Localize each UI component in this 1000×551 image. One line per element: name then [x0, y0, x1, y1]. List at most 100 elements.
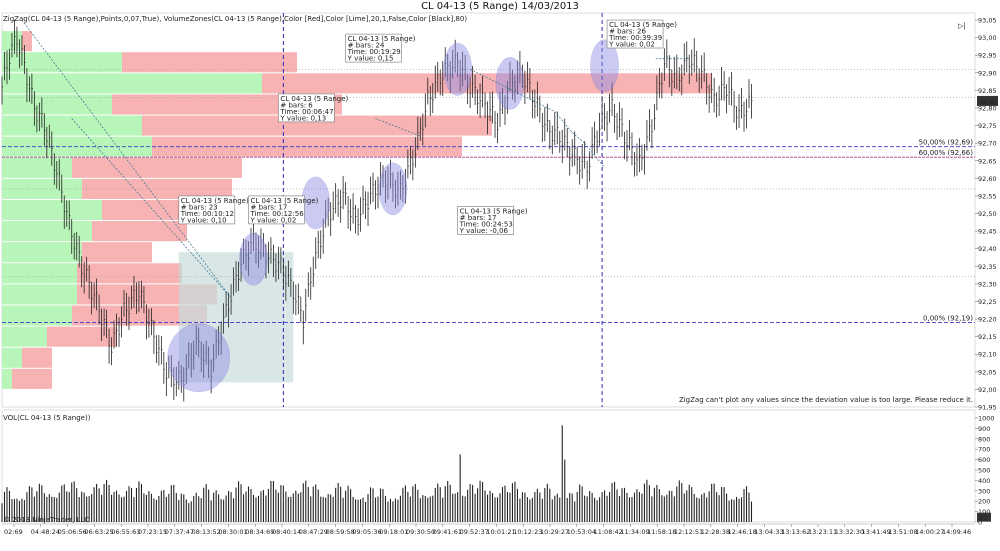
time-axis-label: 09:52:37	[460, 528, 489, 536]
price-axis-label: 92,00	[978, 386, 997, 394]
measure-box-frame	[248, 195, 305, 225]
measure-text: # bars: 6	[280, 101, 313, 109]
price-axis-label: 93,05	[978, 17, 997, 25]
price-axis-label: 92,65	[978, 157, 997, 165]
time-axis-label: 13:13:62	[781, 528, 810, 536]
volume-zone-sell-5	[152, 136, 462, 157]
fib-label-1: 60,00% (92,66)	[919, 149, 974, 157]
volume-axis-label: 800	[978, 435, 990, 443]
price-axis-label: 92,85	[978, 87, 997, 95]
measure-text: Y value: 0,13	[279, 114, 326, 122]
time-axis-label: 10:12:23	[513, 528, 542, 536]
price-axis-label: 92,80	[978, 104, 997, 112]
volume-axis-label: 600	[978, 456, 990, 464]
trend-line-3	[469, 68, 555, 112]
time-axis-label: 07:23:15	[138, 528, 167, 536]
time-axis-label: 10:53:04	[567, 528, 596, 536]
measure-text: CL 04-13 (5 Range)	[460, 207, 528, 215]
time-axis-label: 11:58:18	[647, 528, 676, 536]
price-axis: 93,05 93,00 92,95 92,90 92,85 92,80 92,75 92,70…	[975, 17, 997, 412]
volume-bars	[1, 425, 753, 522]
measure-text: # bars: 17	[251, 203, 288, 211]
price-axis-label: 92,15	[978, 333, 997, 341]
time-axis-label: 11:34:09	[620, 528, 649, 536]
current-volume-tag: 32	[979, 514, 987, 522]
time-axis-label: 12:12:51	[674, 528, 703, 536]
volume-zone-buy-11	[2, 263, 77, 284]
trend-line-1	[71, 118, 232, 299]
trend-line-5	[571, 132, 585, 144]
highlight-ellipse-6	[590, 39, 619, 93]
volume-zone-sell-0	[22, 31, 32, 52]
zigzag-warning: ZigZag can't plot any values since the d…	[679, 396, 973, 404]
measure-text: Time: 00:10:12	[180, 210, 234, 218]
volume-axis-label: 0	[978, 519, 982, 527]
volume-zone-sell-15	[22, 347, 52, 368]
measure-text: # bars: 17	[460, 214, 497, 222]
volume-zone-buy-14	[2, 326, 47, 347]
volume-zone-buy-9	[2, 221, 92, 242]
time-axis-label: 14:09:46	[942, 528, 971, 536]
time-axis-label: 08:59:58	[326, 528, 355, 536]
volume-axis-label: 400	[978, 477, 990, 485]
price-axis-label: 91,95	[978, 404, 997, 412]
time-axis-label: 09:05:36	[352, 528, 381, 536]
time-axis-label: 10:01:21	[486, 528, 515, 536]
measure-text: CL 04-13 (5 Range)	[181, 197, 249, 205]
volume-panel-frame	[1, 409, 976, 523]
time-axis-label: 08:34:69	[245, 528, 274, 536]
time-axis-label: 10:29:27	[540, 528, 569, 536]
current-volume-tag-bg	[977, 512, 991, 522]
time-axis: 02:69 04:48:2405:06:5606:63:2506:55:6307:…	[2, 523, 975, 536]
volume-zone-sell-1	[122, 52, 297, 73]
price-axis-label: 93,00	[978, 34, 997, 42]
price-axis-label: 92,90	[978, 69, 997, 77]
volume-zone-sell-2	[262, 73, 712, 94]
measure-text: # bars: 23	[181, 203, 218, 211]
measure-text: # bars: 24	[348, 42, 385, 50]
chart-title: CL 04-13 (5 Range) 14/03/2013	[421, 1, 579, 12]
price-axis-label: 92,50	[978, 210, 997, 218]
volume-zone-buy-10	[2, 242, 82, 263]
time-axis-label: 08:30:01	[218, 528, 247, 536]
measure-box-frame	[178, 195, 236, 225]
highlight-ellipse-3	[378, 162, 408, 216]
volume-zone-sell-6	[72, 157, 242, 178]
trend-line-2	[375, 118, 421, 137]
measure-text: # bars: 26	[609, 28, 646, 36]
trend-line-4	[554, 111, 573, 133]
volume-zone-sell-4	[142, 115, 492, 136]
time-axis-label: 04:48:24	[31, 528, 60, 536]
highlight-ellipse-5	[495, 57, 525, 110]
current-price-tag-bg	[977, 95, 998, 106]
measure-box-frame	[345, 33, 402, 63]
volume-zone-sell-9	[92, 221, 187, 242]
time-axis-label: 02:69	[4, 528, 23, 536]
chart-close-icon: ▷|	[958, 22, 966, 30]
measure-text: Time: 00:24:53	[459, 220, 513, 228]
price-axis-label: 92,40	[978, 245, 997, 253]
volume-axis-label: 500	[978, 467, 990, 475]
time-axis-label: 13:23:11	[808, 528, 837, 536]
measure-text: CL 04-13 (5 Range)	[609, 21, 677, 29]
measure-text: Y value: 0,02	[608, 41, 655, 49]
time-axis-label: 06:63:25	[84, 528, 113, 536]
volume-zone-sell-14	[47, 326, 117, 347]
time-axis-label: 08:13:52	[192, 528, 221, 536]
measure-text: Time: 00:12:56	[250, 210, 305, 218]
volume-zone-sell-13	[72, 305, 207, 326]
volume-zone-sell-7	[82, 178, 232, 199]
volume-axis-label: 900	[978, 425, 990, 433]
volume-zone-sell-10	[82, 242, 152, 263]
volume-axis-label: 200	[978, 498, 990, 506]
price-axis-label: 92,25	[978, 298, 997, 306]
volume-zone-buy-16	[2, 368, 12, 389]
measure-box-frame	[457, 206, 514, 235]
copyright: © 2013 NinjaTrader, LLC	[3, 516, 89, 524]
volume-zone-sell-11	[77, 263, 182, 284]
time-axis-label: 13:41:49	[862, 528, 891, 536]
